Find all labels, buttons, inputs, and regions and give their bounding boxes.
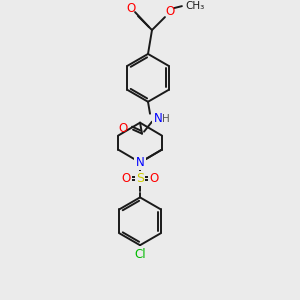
Text: O: O xyxy=(149,172,159,185)
Text: N: N xyxy=(136,156,144,169)
Text: Cl: Cl xyxy=(134,248,146,261)
Text: S: S xyxy=(136,172,144,185)
Text: CH₃: CH₃ xyxy=(185,1,205,11)
Text: O: O xyxy=(126,2,136,15)
Text: O: O xyxy=(165,4,175,18)
Text: H: H xyxy=(162,114,170,124)
Text: O: O xyxy=(122,172,131,185)
Text: N: N xyxy=(154,112,162,125)
Text: O: O xyxy=(118,122,128,135)
